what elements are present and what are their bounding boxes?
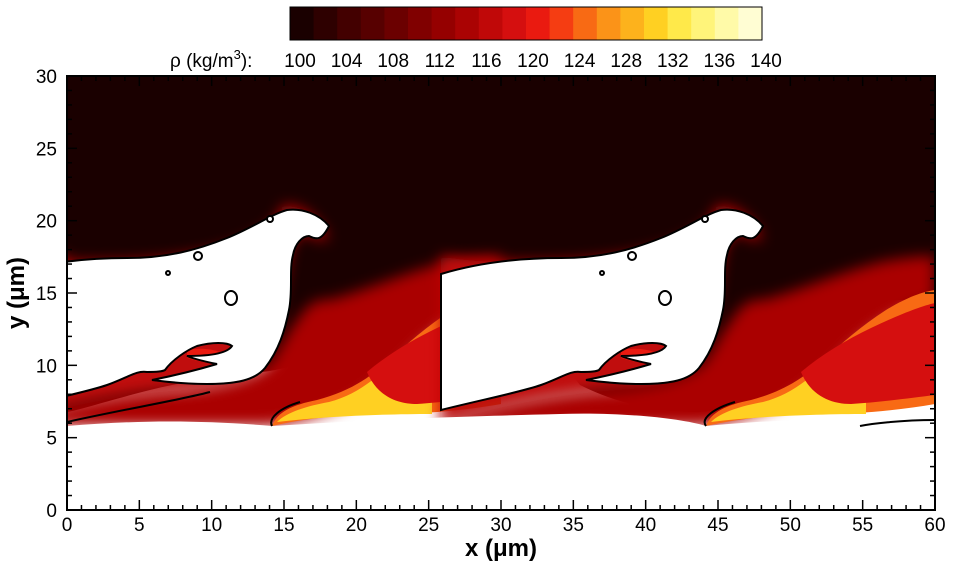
colorbar-swatch: [573, 7, 598, 40]
colorbar-tick-label: 104: [331, 51, 363, 72]
bubble: [701, 215, 709, 223]
colorbar-swatch: [502, 7, 527, 40]
colorbar-swatch: [596, 7, 621, 40]
colorbar-tick-label: 136: [704, 51, 736, 72]
colorbar: ρ (kg/m3): 100 104 108 112 116 120 124 128 132 13…: [170, 6, 782, 72]
x-tick-label: 20: [346, 515, 367, 536]
colorbar-label-sup: 3: [234, 47, 241, 62]
colorbar-swatch: [714, 7, 739, 40]
colorbar-swatch: [290, 7, 315, 40]
bubbles: [165, 215, 709, 306]
bubble: [658, 290, 672, 306]
colorbar-swatch: [620, 7, 645, 40]
x-tick-label: 0: [62, 515, 73, 536]
colorbar-label-tail: ):: [241, 51, 253, 72]
x-axis-title: x (μm): [465, 535, 537, 562]
x-tick-label: 30: [490, 515, 511, 536]
plot-area: [67, 76, 935, 510]
colorbar-tick-label: 132: [657, 51, 689, 72]
colorbar-swatch: [526, 7, 551, 40]
bottom-light-region: [67, 413, 935, 510]
colorbar-swatch: [384, 7, 409, 40]
colorbar-tick-label: 128: [610, 51, 642, 72]
colorbar-tick-labels: 100 104 108 112 116 120 124 128 132 136 140: [284, 51, 782, 72]
y-tick-label: 20: [36, 212, 57, 233]
x-tick-label: 15: [273, 515, 294, 536]
colorbar-swatch: [455, 7, 480, 40]
y-tick-label: 30: [36, 67, 57, 88]
colorbar-swatch: [478, 7, 503, 40]
x-tick-label: 45: [707, 515, 728, 536]
colorbar-tick-label: 100: [284, 51, 316, 72]
bubble: [224, 290, 238, 306]
colorbar-tick-label: 140: [750, 51, 782, 72]
colorbar-swatches: [289, 6, 763, 41]
x-tick-label: 5: [134, 515, 145, 536]
y-tick-label: 25: [36, 139, 57, 160]
colorbar-tick-label: 112: [425, 51, 455, 72]
colorbar-outline: [289, 6, 763, 41]
bubble: [266, 215, 274, 223]
colorbar-tick-label: 116: [471, 51, 501, 72]
colorbar-label: ρ (kg/m3):: [170, 47, 252, 72]
colorbar-swatch: [313, 7, 338, 40]
colorbar-swatch: [549, 7, 574, 40]
y-axis-title: y (μm): [3, 257, 30, 329]
x-axis: 0 5 10 15 20 25 30 35 40 45 50 55 60: [62, 76, 946, 536]
colorbar-swatch: [408, 7, 433, 40]
y-axis: 0 5 10 15 20 25 30: [36, 67, 935, 522]
y-tick-label: 15: [36, 284, 57, 305]
x-tick-label: 25: [418, 515, 439, 536]
y-tick-label: 0: [46, 501, 57, 522]
colorbar-swatch: [691, 7, 716, 40]
colorbar-swatch: [360, 7, 385, 40]
colorbar-label-base: ρ (kg/m: [170, 51, 234, 72]
colorbar-tick-label: 124: [564, 51, 596, 72]
bubble: [193, 251, 203, 261]
x-tick-label: 55: [852, 515, 873, 536]
colorbar-swatch: [644, 7, 669, 40]
colorbar-swatch: [337, 7, 362, 40]
x-tick-label: 35: [563, 515, 584, 536]
colorbar-swatch: [431, 7, 456, 40]
bottom-interface-line: [67, 391, 935, 427]
colorbar-swatch: [738, 7, 763, 40]
x-tick-label: 10: [201, 515, 222, 536]
colorbar-tick-label: 108: [377, 51, 409, 72]
colorbar-swatch: [667, 7, 692, 40]
x-tick-label: 60: [924, 515, 945, 536]
bubble: [627, 251, 637, 261]
bubble: [165, 270, 171, 276]
x-tick-label: 50: [780, 515, 801, 536]
y-tick-label: 10: [36, 356, 57, 377]
colorbar-tick-label: 120: [517, 51, 549, 72]
y-tick-label: 5: [46, 429, 57, 450]
bubble: [599, 270, 605, 276]
x-tick-label: 40: [635, 515, 656, 536]
